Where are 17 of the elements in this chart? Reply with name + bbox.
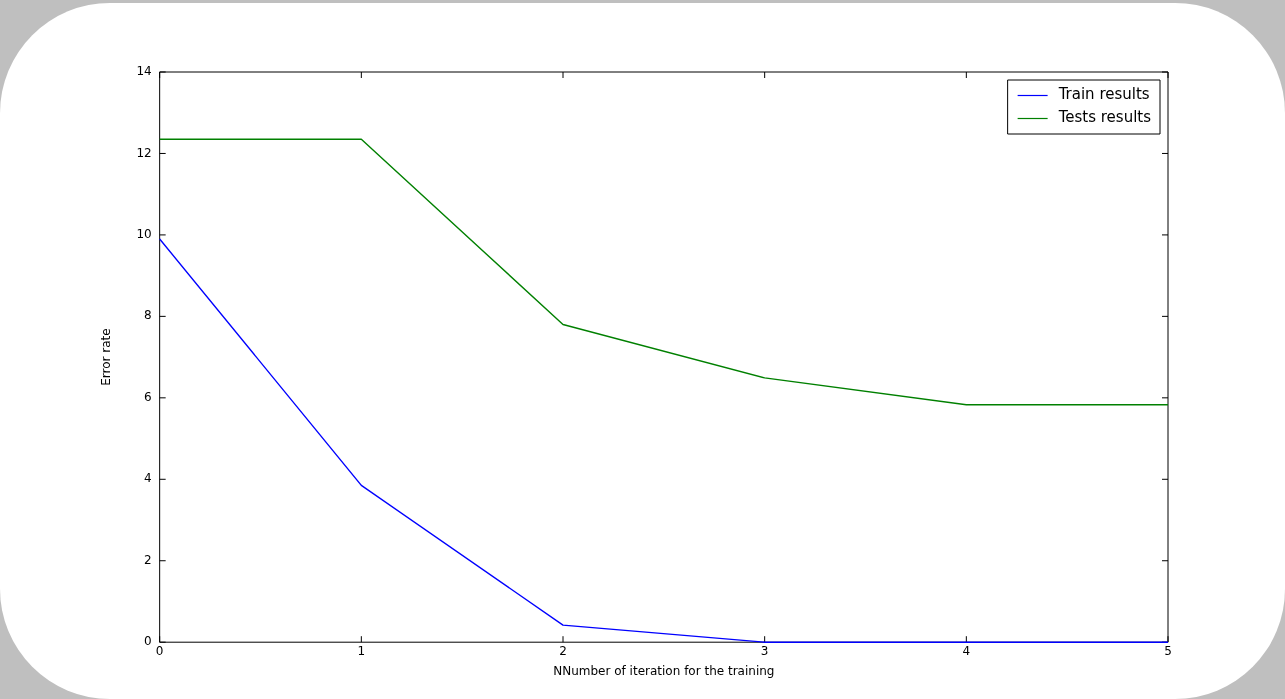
x-tick-label: 5 (1164, 643, 1172, 658)
y-tick-label: 12 (136, 145, 152, 160)
x-axis-title: NNumber of iteration for the training (553, 663, 775, 678)
x-tick-label: 3 (760, 643, 769, 658)
y-tick-label: 8 (144, 308, 152, 323)
y-axis-title: Error rate (99, 328, 114, 386)
x-tick-label: 0 (155, 643, 164, 658)
x-tick-label: 1 (357, 643, 366, 658)
y-tick-label: 4 (144, 471, 152, 486)
x-tick-label: 2 (559, 643, 567, 658)
y-tick-label: 10 (136, 227, 152, 242)
y-tick-label: 2 (144, 552, 152, 567)
legend-label: Train results (1057, 85, 1150, 104)
y-tick-label: 14 (136, 64, 152, 79)
x-tick-label: 4 (962, 643, 971, 658)
y-tick-label: 6 (144, 389, 152, 404)
legend-label: Tests results (1057, 108, 1152, 127)
